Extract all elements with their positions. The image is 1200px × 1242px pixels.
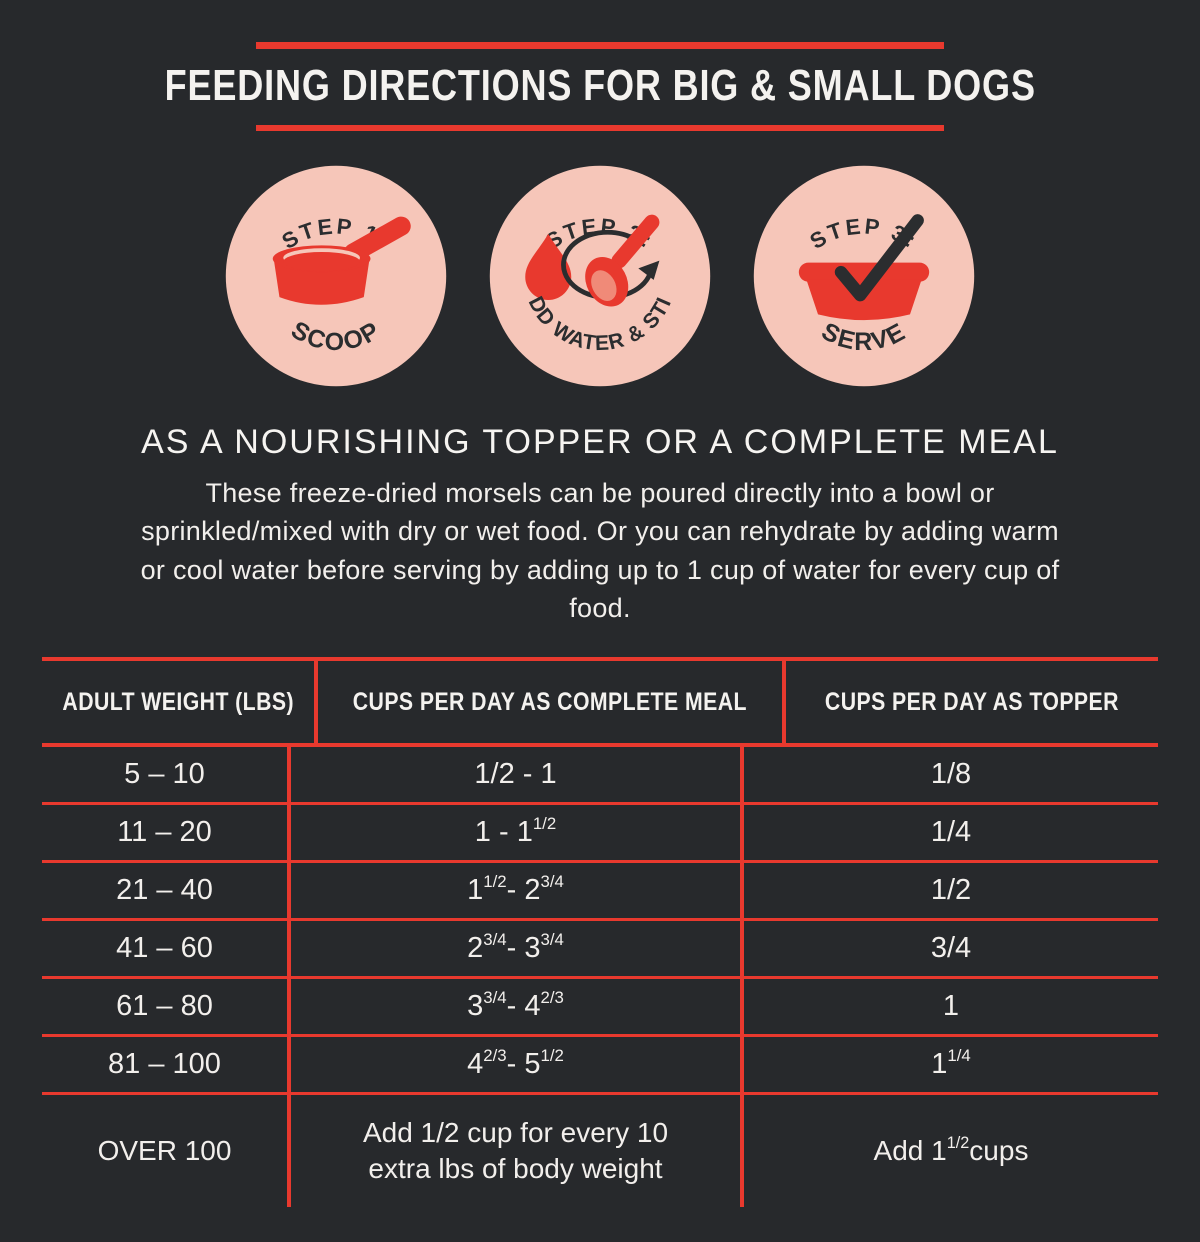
meal-cell: Add 1/2 cup for every 10 extra lbs of bo… [287, 1095, 740, 1208]
col-header-complete-meal: CUPS PER DAY AS COMPLETE MEAL [314, 661, 782, 744]
meal-cell: 3 3/4 - 4 2/3 [287, 979, 740, 1035]
weight-cell: 21 – 40 [116, 874, 213, 907]
feeding-table: ADULT WEIGHT (LBS) CUPS PER DAY AS COMPL… [42, 657, 1158, 1208]
table-row: 61 – 80 3 3/4 - 4 2/3 1 [42, 979, 1158, 1038]
page-title: FEEDING DIRECTIONS FOR BIG & SMALL DOGS [0, 61, 1200, 111]
water-drop-icon [525, 233, 572, 300]
spoon-icon [585, 214, 660, 307]
table-row: 81 – 100 4 2/3 - 5 1/2 1 1/4 [42, 1037, 1158, 1096]
step-1-graphic: STEP 1: SCOOP [225, 165, 447, 387]
meal-cell: 1 - 1 1/2 [287, 805, 740, 861]
topper-cell: Add 1 1/2 cups [740, 1095, 1158, 1208]
step-2-graphic: STEP 2: ADD WATER & STIR [485, 161, 711, 387]
step-2-badge: STEP 2: ADD WATER & STIR [485, 161, 715, 391]
page-title-text: FEEDING DIRECTIONS FOR BIG & SMALL DOGS [164, 61, 1036, 110]
section-body-text: These freeze-dried morsels can be poured… [140, 478, 1060, 623]
weight-cell: OVER 100 [97, 1135, 232, 1167]
section-heading: AS A NOURISHING TOPPER OR A COMPLETE MEA… [141, 423, 1059, 461]
checkmark-icon [834, 214, 924, 302]
top-divider-rule [256, 42, 944, 49]
weight-cell: 5 – 10 [124, 758, 205, 791]
steps-row: STEP 1: SCOOP STEP 2: [0, 161, 1200, 391]
stir-arrow-icon [561, 229, 653, 300]
topper-cell: 3/4 [740, 921, 1158, 977]
measuring-scoop-icon [272, 216, 411, 305]
topper-cell: 1/8 [740, 747, 1158, 803]
table-header-row: ADULT WEIGHT (LBS) CUPS PER DAY AS COMPL… [42, 661, 1158, 748]
step-3-badge: STEP 3: SERVE [749, 161, 979, 391]
title-divider-rule [256, 125, 944, 131]
col-header-topper: CUPS PER DAY AS TOPPER [782, 661, 1158, 744]
weight-cell: 81 – 100 [108, 1048, 221, 1081]
meal-cell: 4 2/3 - 5 1/2 [287, 1037, 740, 1093]
table-row: 41 – 60 2 3/4 - 3 3/4 3/4 [42, 921, 1158, 980]
weight-cell: 41 – 60 [116, 932, 213, 965]
meal-cell: 2 3/4 - 3 3/4 [287, 921, 740, 977]
topper-cell: 1/4 [740, 805, 1158, 861]
table-row: 21 – 40 1 1/2 - 2 3/4 1/2 [42, 863, 1158, 922]
table-row: 5 – 10 1/2 - 1 1/8 [42, 747, 1158, 806]
topper-cell: 1 1/4 [740, 1037, 1158, 1093]
water-drop-spoon-stir-icon [525, 214, 660, 307]
step-1-badge: STEP 1: SCOOP [221, 161, 451, 391]
topper-cell: 1/2 [740, 863, 1158, 919]
dog-bowl-check-icon [798, 214, 930, 321]
col-header-weight: ADULT WEIGHT (LBS) [62, 687, 294, 716]
weight-cell: 11 – 20 [117, 816, 212, 849]
table-row: 11 – 20 1 - 1 1/2 1/4 [42, 805, 1158, 864]
weight-cell: 61 – 80 [116, 990, 213, 1023]
meal-cell: 1 1/2 - 2 3/4 [287, 863, 740, 919]
step-3-graphic: STEP 3: SERVE [753, 165, 975, 387]
table-row-over-100: OVER 100 Add 1/2 cup for every 10 extra … [42, 1095, 1158, 1208]
topper-cell: 1 [740, 979, 1158, 1035]
meal-cell: 1/2 - 1 [287, 747, 740, 803]
